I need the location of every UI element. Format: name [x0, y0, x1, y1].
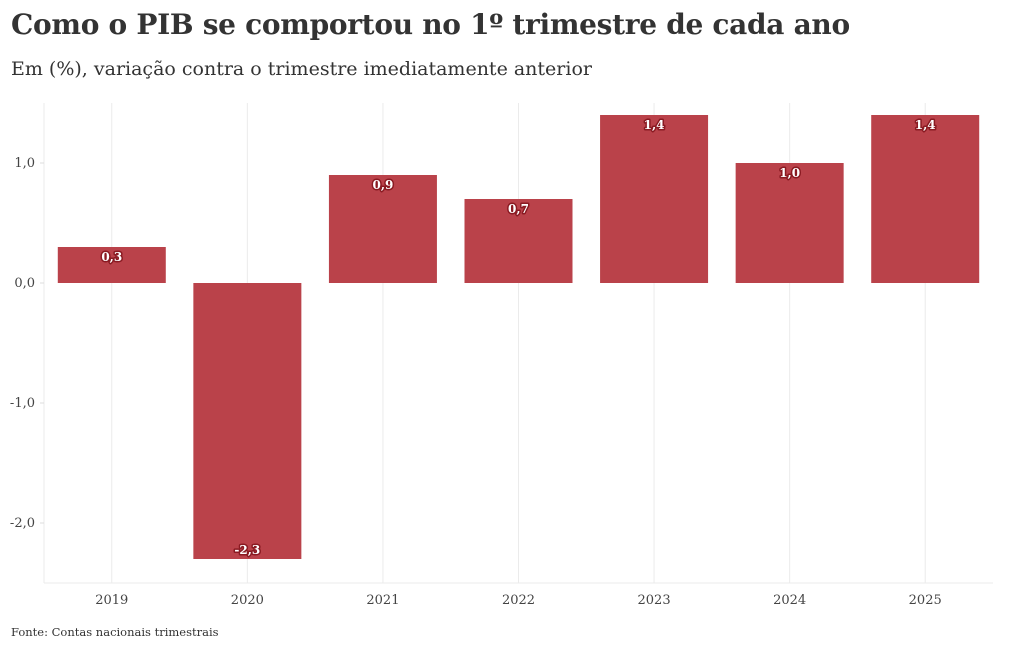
x-tick-label: 2021 — [366, 593, 399, 608]
data-label: 1,4 — [644, 118, 665, 132]
bar-2020 — [193, 283, 302, 559]
x-tick-label: 2019 — [95, 593, 128, 608]
bar-2021 — [328, 175, 437, 283]
y-tick-label: -2,0 — [10, 516, 35, 531]
x-tick-label: 2022 — [502, 593, 535, 608]
source-note: Fonte: Contas nacionais trimestrais — [11, 625, 219, 639]
x-tick-label: 2024 — [773, 593, 806, 608]
bar-2024 — [735, 163, 844, 283]
bar-2022 — [464, 199, 573, 283]
bar-2019 — [57, 247, 166, 283]
data-label: 0,9 — [372, 178, 393, 192]
chart-subtitle: Em (%), variação contra o trimestre imed… — [11, 58, 592, 80]
chart-title: Como o PIB se comportou no 1º trimestre … — [11, 8, 850, 41]
x-tick-label: 2025 — [909, 593, 942, 608]
y-tick-label: -1,0 — [10, 396, 35, 411]
y-tick-label: 0,0 — [14, 276, 35, 291]
data-label: 0,3 — [101, 250, 122, 264]
data-label: -2,3 — [234, 543, 260, 557]
x-tick-label: 2023 — [638, 593, 671, 608]
bar-2025 — [871, 115, 980, 283]
x-tick-label: 2020 — [231, 593, 264, 608]
y-tick-label: 1,0 — [14, 156, 35, 171]
data-label: 1,0 — [779, 166, 800, 180]
bar-2023 — [600, 115, 709, 283]
data-label: 1,4 — [915, 118, 936, 132]
data-label: 0,7 — [508, 202, 529, 216]
